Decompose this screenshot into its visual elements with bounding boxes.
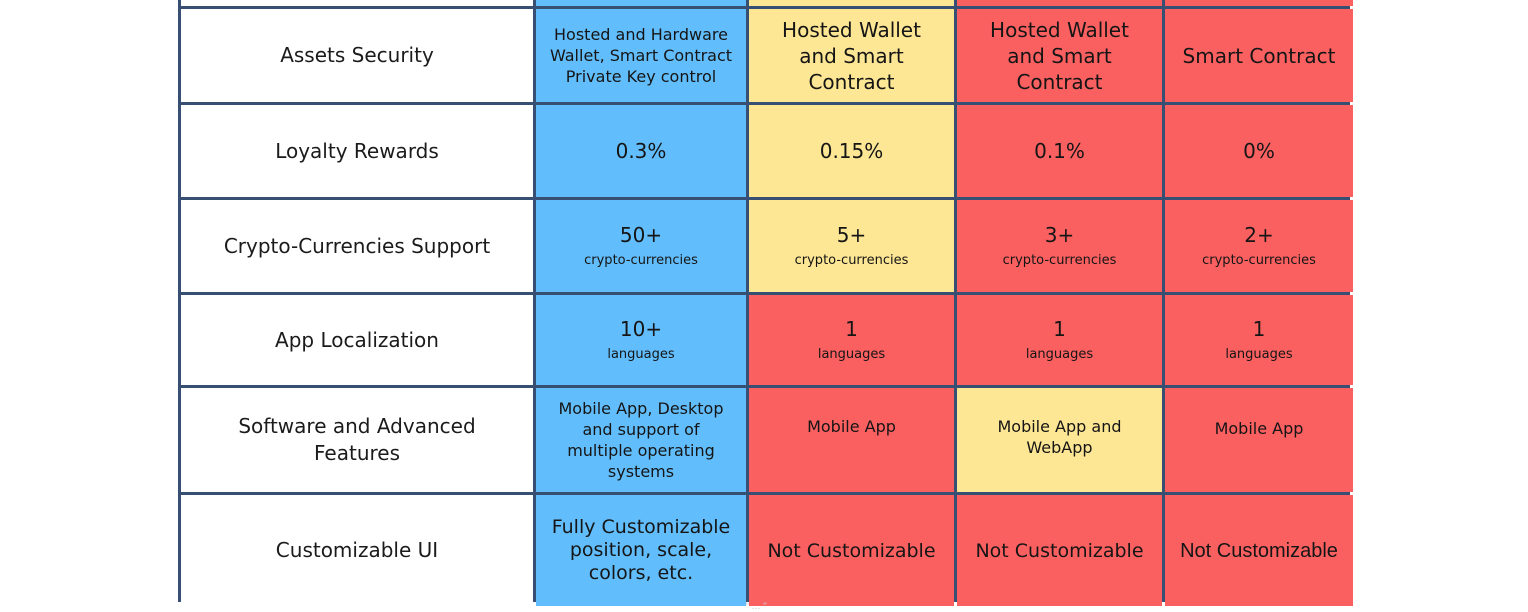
cell-value: 0.15% <box>819 139 884 163</box>
table-cell: 1 languages <box>749 295 954 385</box>
cell-value: 0.3% <box>615 139 667 163</box>
table-cell: Mobile App <box>749 388 954 492</box>
table-cell: 5+ crypto-currencies <box>749 200 954 292</box>
comparison-table: Assets Security Hosted and Hardware Wall… <box>178 0 1353 606</box>
top-sliver-label-cell <box>181 0 533 6</box>
cell-unit: crypto-currencies <box>1202 253 1316 268</box>
table-cell: Mobile App <box>1165 388 1353 492</box>
table-cell: 50+ crypto-currencies <box>536 200 746 292</box>
cell-unit: languages <box>1225 347 1293 362</box>
row-label-cell: Customizable UI <box>181 495 533 606</box>
cell-text: Not Customizable <box>767 539 936 562</box>
row-label-cell: Software and Advanced Features <box>181 388 533 492</box>
row-label: Crypto-Currencies Support <box>223 233 491 258</box>
cell-text: Mobile App, Desktop and support of multi… <box>558 399 724 481</box>
cell-text: Hosted Wallet and Smart Contract <box>782 17 921 94</box>
row-label: Customizable UI <box>275 538 439 562</box>
cell-text: Not Customizable <box>1180 539 1338 562</box>
cell-value: 0% <box>1243 139 1275 163</box>
table-cell: 0.1% <box>957 105 1162 197</box>
top-sliver-cell <box>1165 0 1353 6</box>
table-cell: 0.3% <box>536 105 746 197</box>
cell-value: 2+ <box>1244 223 1274 247</box>
table-cell: Mobile App and WebApp <box>957 388 1162 492</box>
cell-value: 0.1% <box>1034 139 1085 163</box>
row-label-cell: Crypto-Currencies Support <box>181 200 533 292</box>
cell-value: 50+ <box>619 223 663 247</box>
table-cell: 2+ crypto-currencies <box>1165 200 1353 292</box>
row-label: Assets Security <box>280 43 434 67</box>
cell-value: 3+ <box>1044 223 1075 247</box>
cell-value: 10+ <box>619 317 663 341</box>
table-cell: Hosted and Hardware Wallet, Smart Contra… <box>536 9 746 102</box>
row-label-cell: Assets Security <box>181 9 533 102</box>
table-cell: 1 languages <box>957 295 1162 385</box>
faint-quote-mark: “…” <box>745 602 770 612</box>
cell-text: Not Customizable <box>975 539 1144 562</box>
cell-unit: crypto-currencies <box>1002 253 1117 268</box>
top-sliver-cell <box>536 0 746 6</box>
cell-text: Mobile App <box>1214 419 1304 438</box>
table-cell: Hosted Wallet and Smart Contract <box>749 9 954 102</box>
table-cell: Smart Contract <box>1165 9 1353 102</box>
cell-unit: crypto-currencies <box>584 253 698 268</box>
top-sliver-cell <box>749 0 954 6</box>
table-cell: 0.15% <box>749 105 954 197</box>
table-cell: Hosted Wallet and Smart Contract <box>957 9 1162 102</box>
cell-unit: languages <box>817 347 886 362</box>
cell-text: Fully Customizable position, scale, colo… <box>551 516 731 584</box>
cell-text: Hosted and Hardware Wallet, Smart Contra… <box>549 25 733 86</box>
top-sliver-cell <box>957 0 1162 6</box>
row-label-cell: App Localization <box>181 295 533 385</box>
row-label: Software and Advanced Features <box>238 414 476 465</box>
cell-text: Smart Contract <box>1182 43 1336 68</box>
cell-value: 1 <box>1053 317 1066 341</box>
cell-text: Mobile App and WebApp <box>997 417 1122 457</box>
cell-unit: languages <box>607 347 675 362</box>
row-label-cell: Loyalty Rewards <box>181 105 533 197</box>
cell-value: 5+ <box>836 223 867 247</box>
table-cell: 10+ languages <box>536 295 746 385</box>
table-cell: 1 languages <box>1165 295 1353 385</box>
table-cell: Not Customizable <box>1165 495 1353 606</box>
cell-text: Hosted Wallet and Smart Contract <box>990 17 1129 94</box>
cell-unit: languages <box>1025 347 1094 362</box>
table-cell: Fully Customizable position, scale, colo… <box>536 495 746 606</box>
row-label: Loyalty Rewards <box>275 138 439 163</box>
table-cell: Not Customizable <box>957 495 1162 606</box>
cell-value: 1 <box>1252 317 1266 341</box>
table-cell: 0% <box>1165 105 1353 197</box>
table-cell: Mobile App, Desktop and support of multi… <box>536 388 746 492</box>
cell-value: 1 <box>845 317 858 341</box>
cell-unit: crypto-currencies <box>794 253 909 268</box>
table-cell: Not Customizable <box>749 495 954 606</box>
cell-text: Mobile App <box>807 417 896 436</box>
table-cell: 3+ crypto-currencies <box>957 200 1162 292</box>
row-label: App Localization <box>275 327 439 352</box>
